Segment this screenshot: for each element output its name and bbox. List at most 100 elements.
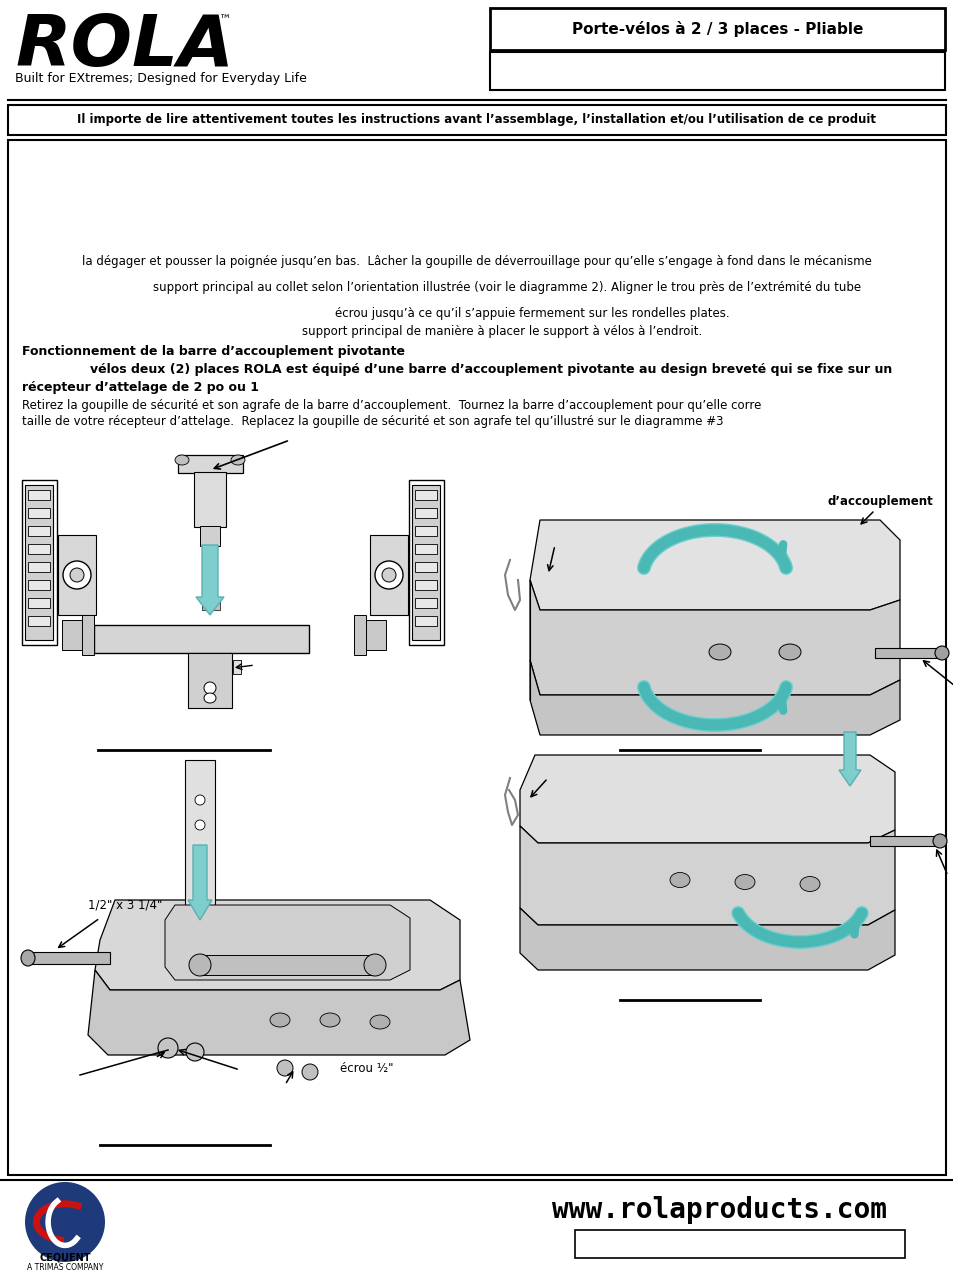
Bar bbox=[188, 653, 232, 709]
Ellipse shape bbox=[381, 569, 395, 583]
Text: écrou ½": écrou ½" bbox=[339, 1062, 393, 1075]
Ellipse shape bbox=[70, 569, 84, 583]
Text: www.rolaproducts.com: www.rolaproducts.com bbox=[552, 1196, 886, 1224]
Ellipse shape bbox=[370, 1015, 390, 1029]
Bar bbox=[8, 140, 945, 1175]
Bar bbox=[28, 508, 50, 518]
Text: Retirez la goupille de sécurité et son agrafe de la barre d’accouplement.  Tourn: Retirez la goupille de sécurité et son a… bbox=[22, 399, 760, 412]
Ellipse shape bbox=[734, 875, 754, 889]
Bar bbox=[28, 562, 50, 572]
Ellipse shape bbox=[174, 455, 189, 466]
Ellipse shape bbox=[270, 1013, 290, 1027]
FancyArrow shape bbox=[838, 731, 861, 786]
Bar bbox=[28, 616, 50, 626]
Ellipse shape bbox=[800, 876, 820, 892]
Ellipse shape bbox=[25, 1182, 105, 1262]
Bar bbox=[22, 480, 57, 645]
Ellipse shape bbox=[932, 834, 946, 848]
Ellipse shape bbox=[364, 954, 386, 976]
Bar bbox=[28, 598, 50, 608]
Bar bbox=[366, 619, 386, 650]
Bar bbox=[412, 485, 439, 640]
Bar bbox=[185, 759, 214, 940]
Text: la dégager et pousser la poignée jusqu’en bas.  Lâcher la goupille de déverrouil: la dégager et pousser la poignée jusqu’e… bbox=[82, 256, 871, 268]
Ellipse shape bbox=[375, 561, 402, 589]
Text: support principal de manière à placer le support à vélos à l’endroit.: support principal de manière à placer le… bbox=[301, 326, 701, 338]
Bar bbox=[415, 598, 436, 608]
Bar bbox=[200, 955, 375, 976]
Bar bbox=[415, 490, 436, 500]
Bar bbox=[370, 536, 408, 614]
Ellipse shape bbox=[194, 795, 205, 805]
Bar bbox=[415, 544, 436, 555]
Bar bbox=[575, 1230, 904, 1258]
Bar bbox=[415, 527, 436, 536]
Bar bbox=[30, 951, 110, 964]
Polygon shape bbox=[530, 520, 899, 611]
Ellipse shape bbox=[231, 455, 245, 466]
Ellipse shape bbox=[708, 644, 730, 660]
Ellipse shape bbox=[276, 1060, 293, 1076]
Ellipse shape bbox=[934, 646, 948, 660]
Ellipse shape bbox=[204, 693, 215, 703]
Text: CEQUENT: CEQUENT bbox=[39, 1253, 91, 1263]
Bar bbox=[409, 480, 443, 645]
Ellipse shape bbox=[21, 950, 35, 965]
Bar bbox=[193, 472, 226, 527]
Bar bbox=[8, 106, 945, 135]
Polygon shape bbox=[530, 580, 899, 695]
Text: écrou jusqu’à ce qu’il s’appuie fermement sur les rondelles plates.: écrou jusqu’à ce qu’il s’appuie fermemen… bbox=[335, 308, 728, 321]
Bar bbox=[28, 544, 50, 555]
Bar bbox=[62, 619, 82, 650]
Text: ™: ™ bbox=[218, 14, 231, 27]
Ellipse shape bbox=[186, 1043, 204, 1061]
Bar bbox=[94, 625, 309, 653]
Bar bbox=[490, 52, 944, 90]
Bar bbox=[212, 598, 220, 611]
Text: vélos deux (2) places ROLA est équipé d’une barre d’accouplement pivotante au de: vélos deux (2) places ROLA est équipé d’… bbox=[90, 364, 891, 377]
Text: ROLA: ROLA bbox=[15, 11, 233, 81]
Bar bbox=[202, 598, 210, 611]
Bar bbox=[415, 508, 436, 518]
Text: Porte-vélos à 2 / 3 places - Pliable: Porte-vélos à 2 / 3 places - Pliable bbox=[572, 22, 862, 37]
Ellipse shape bbox=[194, 820, 205, 831]
Ellipse shape bbox=[30, 1188, 99, 1255]
Ellipse shape bbox=[669, 873, 689, 888]
Text: récepteur d’attelage de 2 po ou 1: récepteur d’attelage de 2 po ou 1 bbox=[22, 382, 258, 394]
Polygon shape bbox=[519, 826, 894, 925]
Polygon shape bbox=[519, 908, 894, 971]
Bar bbox=[869, 836, 937, 846]
Ellipse shape bbox=[189, 954, 211, 976]
FancyArrow shape bbox=[195, 544, 224, 614]
Text: Il importe de lire attentivement toutes les instructions avant l’assemblage, l’i: Il importe de lire attentivement toutes … bbox=[77, 113, 876, 126]
Bar bbox=[58, 536, 96, 614]
Bar bbox=[490, 8, 944, 50]
Ellipse shape bbox=[158, 1038, 178, 1058]
Bar bbox=[0, 1180, 953, 1272]
Ellipse shape bbox=[319, 1013, 339, 1027]
Bar bbox=[874, 647, 939, 658]
Text: A TRIMAS COMPANY: A TRIMAS COMPANY bbox=[27, 1263, 103, 1272]
FancyArrow shape bbox=[188, 845, 212, 920]
Ellipse shape bbox=[302, 1063, 317, 1080]
Ellipse shape bbox=[63, 561, 91, 589]
Bar bbox=[25, 485, 53, 640]
Bar bbox=[28, 490, 50, 500]
Bar bbox=[200, 527, 220, 546]
Text: Built for EXtremes; Designed for Everyday Life: Built for EXtremes; Designed for Everyda… bbox=[15, 73, 307, 85]
Bar bbox=[415, 580, 436, 590]
Bar bbox=[178, 455, 243, 473]
Text: taille de votre récepteur d’attelage.  Replacez la goupille de sécurité et son a: taille de votre récepteur d’attelage. Re… bbox=[22, 416, 722, 429]
Polygon shape bbox=[519, 756, 894, 843]
Bar bbox=[28, 580, 50, 590]
Polygon shape bbox=[88, 971, 470, 1054]
Bar bbox=[415, 562, 436, 572]
Bar bbox=[354, 614, 366, 655]
Ellipse shape bbox=[779, 644, 801, 660]
Polygon shape bbox=[165, 904, 410, 979]
Bar bbox=[82, 614, 94, 655]
Bar bbox=[415, 616, 436, 626]
Text: support principal au collet selon l’orientation illustrée (voir le diagramme 2).: support principal au collet selon l’orie… bbox=[152, 281, 861, 295]
Ellipse shape bbox=[204, 682, 215, 695]
Text: 1/2" x 3 1/4": 1/2" x 3 1/4" bbox=[88, 898, 162, 912]
